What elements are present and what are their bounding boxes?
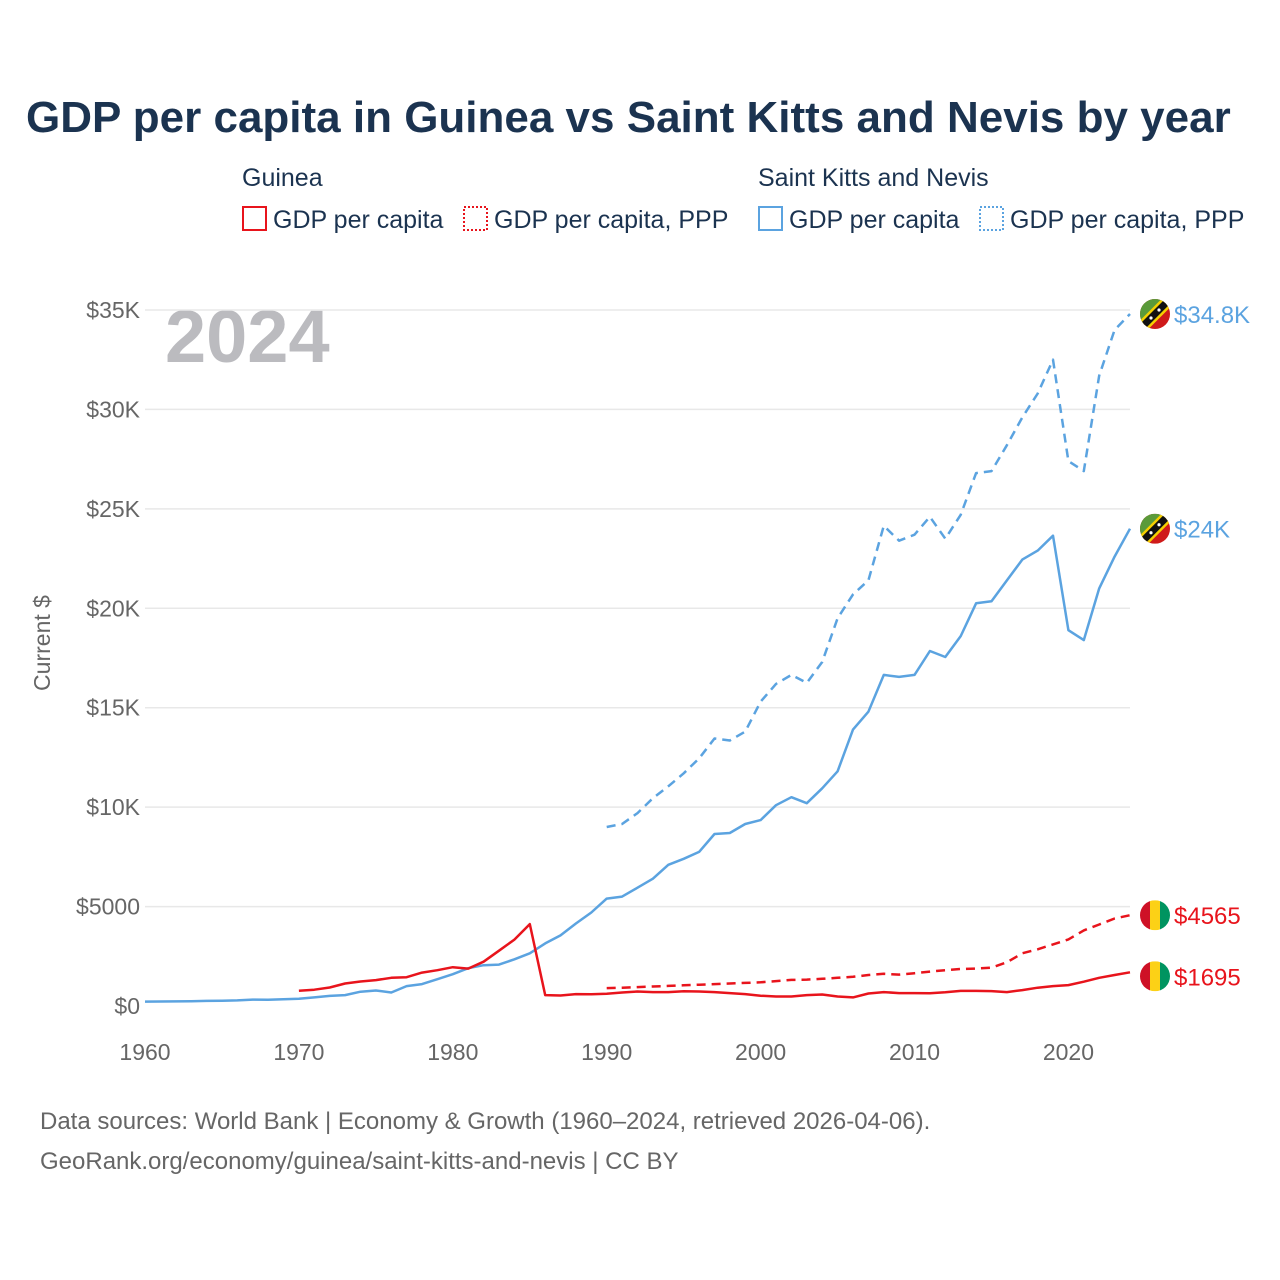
y-tick-labels: $0 $5000 $10K $15K $20K $25K $30K $35K bbox=[76, 297, 141, 1019]
series-line-skn_ppp bbox=[606, 313, 1131, 829]
chart-title: GDP per capita in Guinea vs Saint Kitts … bbox=[26, 93, 1231, 142]
series-line-guinea_gdp bbox=[298, 922, 1131, 999]
y-tick-label: $30K bbox=[86, 396, 140, 422]
x-tick-label: 2000 bbox=[735, 1039, 786, 1065]
flag-marker-skn_gdp bbox=[1140, 513, 1170, 544]
legend-label-guinea-ppp: GDP per capita, PPP bbox=[494, 206, 728, 234]
grid-lines bbox=[145, 309, 1130, 908]
end-markers: $34.8K $24K $4565 $1695 bbox=[1140, 298, 1250, 992]
year-watermark: 2024 bbox=[165, 295, 330, 378]
flag-marker-guinea_gdp bbox=[1140, 961, 1170, 992]
legend-label-skn-gdp: GDP per capita bbox=[789, 206, 960, 234]
end-label-skn_ppp: $34.8K bbox=[1174, 302, 1250, 329]
y-tick-label: $10K bbox=[86, 794, 140, 820]
y-tick-label: $5000 bbox=[76, 894, 140, 920]
flag-marker-guinea_ppp bbox=[1140, 900, 1170, 931]
y-tick-label: $35K bbox=[86, 297, 140, 323]
y-tick-label: $20K bbox=[86, 595, 140, 621]
x-tick-label: 2010 bbox=[889, 1039, 940, 1065]
series-line-guinea_ppp bbox=[606, 913, 1131, 990]
x-tick-labels: 1960 1970 1980 1990 2000 2010 2020 bbox=[119, 1039, 1094, 1065]
legend-swatch-skn-gdp bbox=[758, 206, 783, 231]
x-tick-label: 1960 bbox=[119, 1039, 170, 1065]
y-axis-label: Current $ bbox=[29, 595, 55, 691]
legend-swatch-guinea-gdp bbox=[242, 206, 267, 231]
y-tick-label: $0 bbox=[114, 993, 140, 1019]
y-tick-label: $15K bbox=[86, 695, 140, 721]
legend-label-guinea-gdp: GDP per capita bbox=[273, 206, 444, 234]
flag-marker-skn_ppp bbox=[1140, 298, 1170, 329]
legend: Guinea GDP per capita GDP per capita, PP… bbox=[242, 164, 1244, 234]
legend-group-skn: Saint Kitts and Nevis bbox=[758, 164, 989, 192]
legend-label-skn-ppp: GDP per capita, PPP bbox=[1010, 206, 1244, 234]
x-tick-label: 1970 bbox=[273, 1039, 324, 1065]
legend-group-guinea: Guinea bbox=[242, 164, 323, 192]
series-lines bbox=[144, 313, 1132, 1003]
end-label-skn_gdp: $24K bbox=[1174, 517, 1230, 544]
x-tick-label: 1990 bbox=[581, 1039, 632, 1065]
legend-swatch-guinea-ppp bbox=[463, 206, 488, 231]
legend-swatch-skn-ppp bbox=[979, 206, 1004, 231]
end-label-guinea_ppp: $4565 bbox=[1174, 903, 1241, 930]
footer-sources: Data sources: World Bank | Economy & Gro… bbox=[40, 1108, 931, 1135]
x-tick-label: 1980 bbox=[427, 1039, 478, 1065]
series-line-skn_gdp bbox=[144, 528, 1132, 1003]
x-tick-label: 2020 bbox=[1043, 1039, 1094, 1065]
footer-link[interactable]: GeoRank.org/economy/guinea/saint-kitts-a… bbox=[40, 1148, 679, 1175]
end-label-guinea_gdp: $1695 bbox=[1174, 964, 1241, 991]
y-tick-label: $25K bbox=[86, 496, 140, 522]
